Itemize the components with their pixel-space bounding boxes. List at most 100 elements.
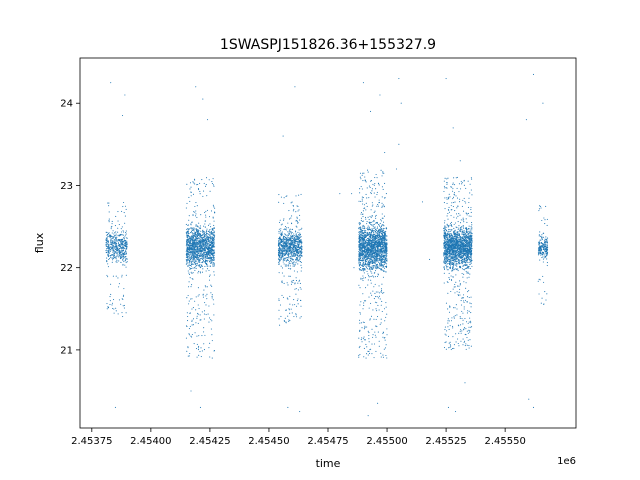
data-point	[359, 263, 361, 265]
data-point	[297, 298, 299, 300]
data-point	[377, 233, 379, 236]
data-point	[364, 325, 366, 327]
data-point	[199, 265, 201, 267]
data-point	[372, 221, 374, 223]
data-point	[210, 249, 212, 251]
data-point	[116, 253, 118, 255]
data-point	[188, 334, 190, 336]
data-point	[370, 192, 372, 194]
data-point	[115, 245, 117, 247]
data-point	[210, 256, 212, 258]
data-point	[191, 235, 193, 237]
data-point	[374, 241, 376, 243]
data-point	[369, 265, 371, 267]
data-point	[368, 242, 370, 244]
data-point	[384, 252, 386, 254]
data-point	[365, 353, 368, 355]
data-point	[370, 348, 372, 350]
data-point	[193, 259, 195, 261]
data-point	[294, 246, 296, 248]
data-point	[200, 347, 202, 349]
data-point	[186, 312, 188, 314]
data-point	[364, 327, 366, 329]
data-point	[206, 254, 208, 256]
data-point	[207, 248, 210, 251]
data-point	[447, 318, 449, 320]
data-point	[186, 236, 188, 238]
data-point	[278, 272, 280, 274]
data-point	[380, 219, 382, 221]
data-point	[201, 238, 203, 240]
data-point	[193, 233, 195, 235]
data-point	[112, 275, 114, 277]
data-point	[376, 240, 378, 242]
data-point	[187, 270, 189, 272]
data-point	[213, 258, 215, 260]
data-point	[369, 269, 371, 271]
data-point	[363, 172, 365, 174]
data-point	[110, 293, 112, 295]
data-point	[125, 241, 127, 243]
data-point	[380, 248, 382, 250]
data-point	[199, 272, 202, 274]
data-point	[209, 265, 212, 267]
data-point	[185, 253, 188, 255]
data-point	[386, 243, 388, 246]
data-point	[284, 233, 286, 235]
data-point	[196, 317, 198, 319]
data-point	[195, 267, 197, 269]
data-point	[201, 249, 203, 251]
data-point	[368, 255, 370, 258]
data-point	[114, 244, 116, 246]
data-point	[204, 238, 206, 240]
data-point	[376, 263, 378, 265]
data-point	[198, 294, 200, 296]
data-point	[109, 252, 111, 254]
data-point	[369, 244, 371, 246]
data-point	[188, 235, 190, 237]
data-point	[206, 241, 208, 243]
data-point	[292, 265, 294, 267]
data-point	[380, 322, 382, 324]
data-point	[371, 251, 373, 253]
data-point	[359, 345, 361, 348]
data-point	[377, 260, 379, 262]
data-point	[113, 256, 115, 258]
data-point	[199, 236, 201, 238]
data-point	[192, 229, 194, 231]
data-point	[363, 241, 365, 243]
data-point	[373, 228, 375, 230]
data-point	[188, 281, 190, 283]
data-point	[455, 213, 458, 215]
data-point	[109, 235, 111, 237]
data-point	[202, 255, 204, 257]
data-point	[194, 234, 196, 236]
data-point	[278, 244, 280, 246]
data-point	[198, 270, 200, 272]
data-point	[365, 260, 367, 262]
data-point	[203, 331, 205, 333]
data-point	[358, 319, 361, 321]
data-point	[205, 220, 207, 222]
data-point	[112, 236, 114, 238]
data-point	[199, 238, 201, 240]
data-point	[369, 234, 371, 236]
data-point	[380, 227, 382, 229]
data-point	[208, 305, 210, 307]
data-point	[370, 292, 372, 294]
data-point	[189, 277, 191, 279]
data-point	[186, 254, 188, 256]
data-point	[204, 248, 207, 250]
data-point	[110, 239, 112, 241]
data-point	[125, 257, 127, 260]
data-point	[115, 238, 117, 240]
data-point	[190, 258, 192, 260]
data-point	[288, 210, 290, 212]
data-point	[278, 201, 280, 203]
data-point	[371, 232, 373, 234]
data-point	[189, 188, 191, 190]
data-point	[283, 319, 285, 322]
data-point	[194, 264, 196, 266]
data-point	[201, 261, 204, 263]
data-point	[189, 236, 191, 238]
